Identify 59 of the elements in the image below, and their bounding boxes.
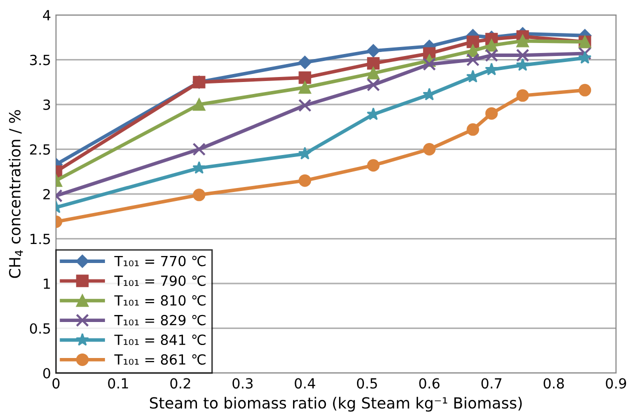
point — [192, 98, 206, 111]
x-tick-label: 0.6 — [419, 378, 440, 389]
point — [516, 58, 530, 71]
y-tick-label: 2 — [43, 188, 50, 200]
point — [485, 107, 498, 120]
point — [422, 88, 436, 100]
point — [298, 98, 312, 112]
point — [578, 51, 592, 64]
y-axis-title: CH$_{4}$ concentration / % — [8, 110, 23, 278]
x-tick-label: 0.7 — [481, 378, 502, 389]
point — [298, 174, 312, 187]
legend-label: T₁₀₁ = 829 ℃ — [114, 314, 206, 326]
point — [466, 53, 480, 66]
point — [298, 71, 312, 84]
point — [516, 89, 529, 102]
y-tick-label: 3.5 — [30, 54, 50, 66]
x-tick-label: 0.5 — [356, 378, 377, 389]
y-tick-label: 0 — [43, 368, 50, 378]
point — [422, 58, 436, 71]
y-tick-label: 4 — [42, 10, 50, 20]
x-tick-label: 0.9 — [606, 378, 626, 389]
point — [367, 66, 380, 80]
point — [367, 159, 380, 172]
legend-label: T₁₀₁ = 810 ℃ — [114, 295, 206, 306]
x-tick-label: 0.8 — [544, 378, 564, 389]
x-tick-label: 0.4 — [294, 378, 316, 389]
point — [423, 143, 436, 156]
x-axis-title: Steam to biomass ratio (kg Steam kg⁻¹ Biomass) — [150, 396, 522, 412]
x-tick-label: 0.2 — [170, 378, 190, 389]
point — [367, 57, 380, 70]
point — [192, 188, 206, 202]
point — [484, 62, 498, 76]
y-tick-label: 0.5 — [30, 323, 50, 334]
point — [578, 46, 592, 60]
x-tick-label: 0.1 — [108, 378, 128, 389]
point — [516, 34, 529, 48]
point — [192, 142, 206, 156]
y-tick-label: 2.5 — [30, 144, 50, 155]
point — [192, 161, 206, 174]
x-tick-label: 0.3 — [232, 378, 253, 389]
legend-label: T₁₀₁ = 841 ℃ — [114, 334, 206, 346]
y-tick-label: 1.5 — [30, 234, 50, 244]
y-tick-label: 3 — [43, 99, 50, 110]
point — [298, 81, 312, 94]
legend-label: T₁₀₁ = 770 ℃ — [114, 256, 206, 266]
legend-label: T₁₀₁ = 861 ℃ — [114, 354, 206, 365]
point — [366, 107, 380, 120]
point — [366, 44, 380, 58]
point — [516, 48, 530, 62]
point — [466, 36, 480, 48]
point — [298, 146, 312, 160]
point — [366, 78, 380, 92]
legend-label: T₁₀₁ = 790 ℃ — [114, 275, 206, 286]
x-tick-label: 0 — [52, 378, 60, 389]
point — [578, 84, 592, 96]
point — [466, 123, 480, 136]
point — [484, 48, 498, 62]
y-tick-label: 1 — [44, 278, 50, 289]
point — [298, 56, 312, 70]
